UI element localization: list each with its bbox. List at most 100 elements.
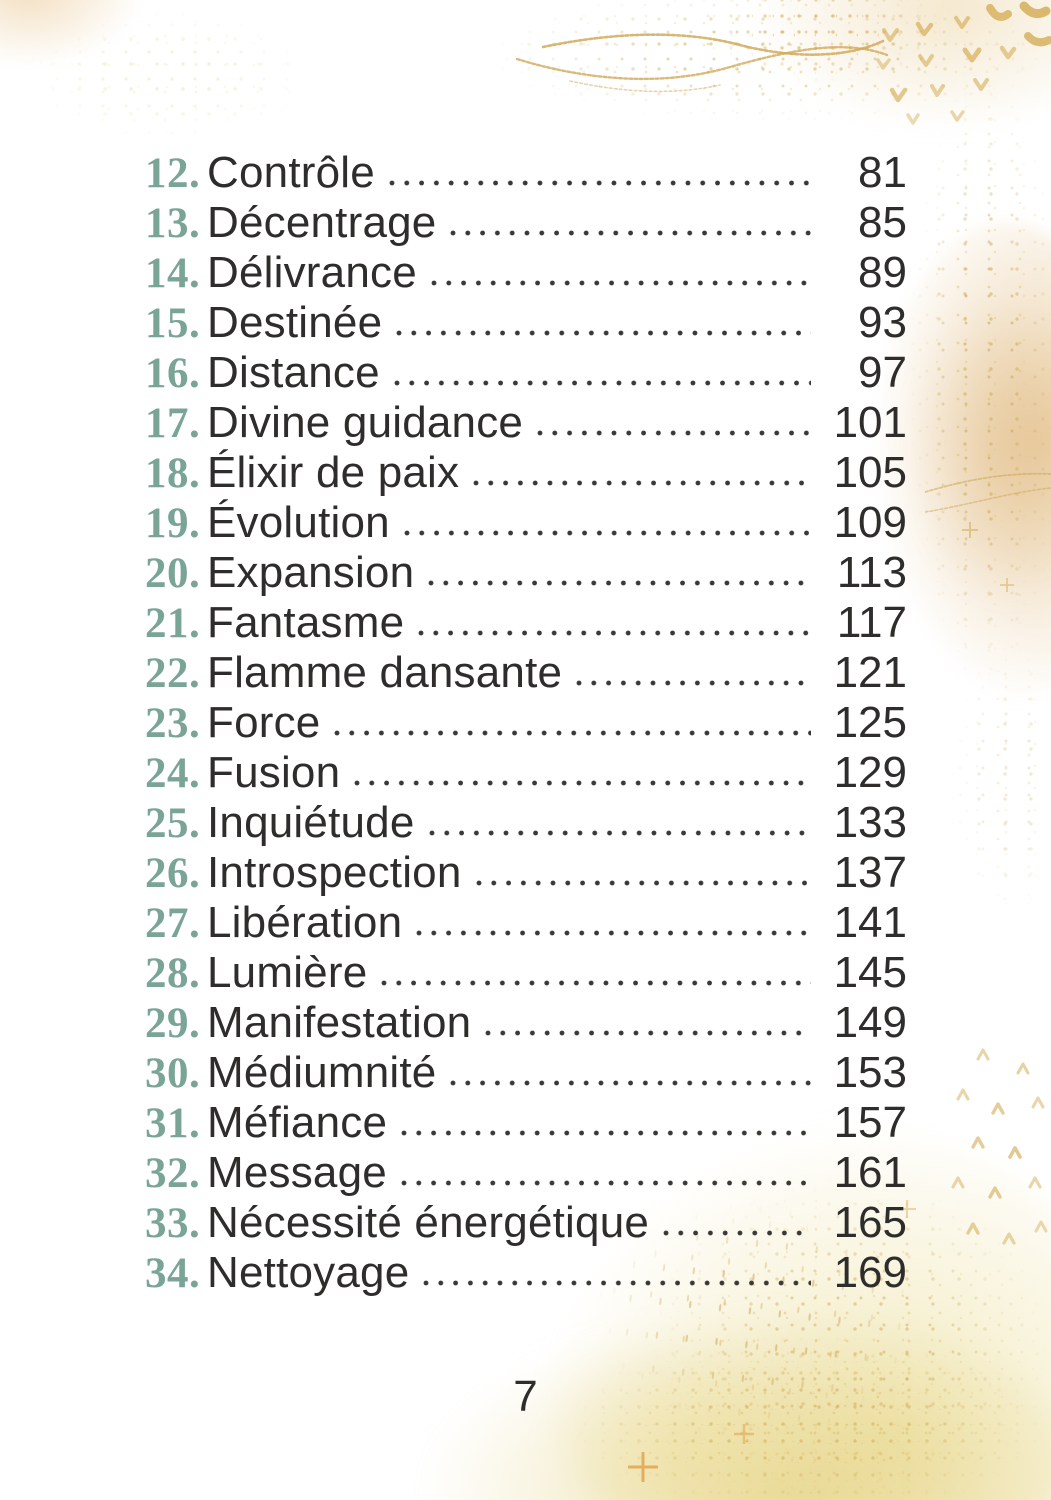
dot-leader: [400, 1179, 811, 1187]
toc-entry: 18. Élixir de paix 105: [145, 448, 907, 498]
toc-entry-page: 145: [833, 948, 907, 997]
gold-brush-marks-top-right: [876, 1, 1051, 125]
dot-leader: [473, 479, 811, 487]
toc-entry-page: 109: [833, 498, 907, 547]
dot-leader: [388, 179, 811, 187]
toc-entry-number: 27.: [145, 900, 201, 947]
toc-entry-title: Contrôle: [207, 148, 375, 197]
toc-entry: 15. Destinée 93: [145, 298, 907, 348]
toc-entry-page: 137: [833, 848, 907, 897]
toc-entry-number: 30.: [145, 1050, 201, 1097]
dot-leader: [334, 729, 811, 737]
toc-entry-page: 105: [833, 448, 907, 497]
toc-entry-number: 32.: [145, 1150, 201, 1197]
toc-entry-title: Divine guidance: [207, 398, 524, 447]
toc-entry-title: Élixir de paix: [207, 448, 460, 497]
toc-entry: 13. Décentrage 85: [145, 198, 907, 248]
dot-leader: [416, 929, 811, 937]
dot-leader: [428, 579, 811, 587]
toc-entry-page: 153: [833, 1048, 907, 1097]
gold-wavy-lines-right: [925, 472, 1051, 513]
toc-entry-title: Nettoyage: [207, 1248, 410, 1297]
dot-leader: [423, 1279, 811, 1287]
toc-entry-page: 113: [836, 548, 907, 597]
toc-entry: 29. Manifestation 149: [145, 998, 907, 1048]
toc-entry-page: 129: [833, 748, 907, 797]
table-of-contents: 12. Contrôle 81 13. Décentrage 85 14. Dé…: [145, 148, 907, 1298]
toc-entry-number: 18.: [145, 450, 201, 497]
toc-entry-number: 23.: [145, 700, 201, 747]
toc-entry-title: Méfiance: [207, 1098, 388, 1147]
toc-entry-page: 89: [858, 248, 907, 297]
toc-entry-title: Destinée: [207, 298, 383, 347]
toc-entry-number: 16.: [145, 350, 201, 397]
toc-entry-title: Libération: [207, 898, 403, 947]
gold-wavy-lines-top: [515, 33, 889, 93]
toc-entry-page: 117: [836, 598, 907, 647]
toc-entry: 25. Inquiétude 133: [145, 798, 907, 848]
toc-entry-page: 85: [858, 198, 907, 247]
toc-entry: 21. Fantasme 117: [145, 598, 907, 648]
dot-leader: [537, 429, 811, 437]
toc-entry-page: 165: [833, 1198, 907, 1247]
dot-leader: [475, 879, 811, 887]
toc-entry: 14. Délivrance 89: [145, 248, 907, 298]
toc-entry: 19. Évolution 109: [145, 498, 907, 548]
toc-entry-page: 93: [858, 298, 907, 347]
toc-entry-number: 24.: [145, 750, 201, 797]
toc-entry-title: Nécessité énergétique: [207, 1198, 650, 1247]
toc-entry-number: 15.: [145, 300, 201, 347]
toc-entry: 24. Fusion 129: [145, 748, 907, 798]
toc-entry-title: Évolution: [207, 498, 390, 547]
toc-entry-number: 21.: [145, 600, 201, 647]
toc-entry-title: Distance: [207, 348, 380, 397]
toc-entry-number: 26.: [145, 850, 201, 897]
dot-leader: [393, 379, 811, 387]
dot-leader: [450, 229, 811, 237]
toc-entry-title: Introspection: [207, 848, 462, 897]
watercolor-blob-top-left: [0, 0, 145, 67]
toc-entry-page: 149: [833, 998, 907, 1047]
toc-entry: 23. Force 125: [145, 698, 907, 748]
toc-entry: 17. Divine guidance 101: [145, 398, 907, 448]
toc-entry-title: Fusion: [207, 748, 341, 797]
toc-entry: 30. Médiumnité 153: [145, 1048, 907, 1098]
sparkle-icon: [962, 522, 978, 538]
dot-leader: [354, 779, 811, 787]
dot-leader: [663, 1229, 811, 1237]
gold-speckles-right-lower: [946, 640, 1051, 920]
toc-entry-page: 169: [833, 1248, 907, 1297]
dot-leader: [418, 629, 811, 637]
toc-entry-number: 28.: [145, 950, 201, 997]
toc-entry-number: 34.: [145, 1250, 201, 1297]
toc-entry-number: 31.: [145, 1100, 201, 1147]
watercolor-haze-top-right: [751, 0, 1051, 130]
toc-entry-page: 101: [833, 398, 907, 447]
toc-entry-page: 97: [858, 348, 907, 397]
gold-speckles-right-edge: [906, 60, 1051, 700]
toc-entry-title: Manifestation: [207, 998, 472, 1047]
toc-entry-title: Flamme dansante: [207, 648, 563, 697]
toc-entry-page: 133: [833, 798, 907, 847]
toc-entry-number: 12.: [145, 150, 201, 197]
toc-entry: 27. Libération 141: [145, 898, 907, 948]
toc-entry-number: 17.: [145, 400, 201, 447]
dot-leader: [403, 529, 811, 537]
toc-entry: 26. Introspection 137: [145, 848, 907, 898]
page-number: 7: [513, 1372, 538, 1421]
sparkle-icon: [1000, 578, 1014, 592]
watercolor-blob-right-soft: [911, 300, 1051, 600]
toc-entry-number: 22.: [145, 650, 201, 697]
dot-leader: [401, 1129, 811, 1137]
toc-entry-number: 14.: [145, 250, 201, 297]
toc-entry-number: 33.: [145, 1200, 201, 1247]
toc-entry-title: Force: [207, 698, 321, 747]
dot-leader: [396, 329, 811, 337]
toc-entry-title: Lumière: [207, 948, 368, 997]
toc-entry-title: Médiumnité: [207, 1048, 437, 1097]
dot-leader: [576, 679, 811, 687]
toc-entry: 12. Contrôle 81: [145, 148, 907, 198]
dot-leader: [450, 1079, 811, 1087]
toc-entry-page: 121: [833, 648, 907, 697]
